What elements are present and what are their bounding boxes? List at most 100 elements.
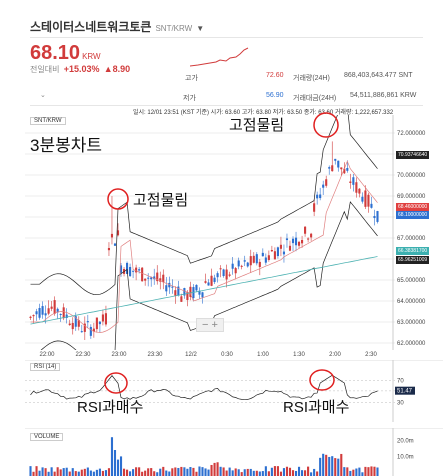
time-tick-label: 2:30 [365, 352, 377, 358]
annotation-3min-chart: 3분봉차트 [30, 136, 103, 155]
candle-body [319, 194, 322, 199]
candle-body [38, 307, 41, 318]
candle-body [95, 317, 98, 330]
candle-body [186, 292, 189, 301]
price-tick-label: 62.000000 [397, 341, 426, 347]
candle-body [98, 321, 101, 325]
volume-bar [337, 458, 340, 476]
volume-bar [346, 467, 349, 476]
volume-bar [153, 471, 156, 476]
volume-bar [41, 467, 44, 476]
candle-body [210, 275, 213, 286]
candle-body [310, 233, 313, 238]
volume-bar [80, 469, 83, 476]
volume-bar [186, 468, 189, 476]
high-label: 고가 [185, 75, 198, 82]
candle-body [282, 251, 286, 255]
candle-body [62, 307, 65, 319]
candle-body [44, 313, 47, 316]
candle-body [171, 286, 174, 288]
volume-label: 거래량(24H) [293, 75, 330, 82]
candle-body [358, 188, 361, 194]
volume-bar [246, 468, 249, 476]
volume-bar [222, 467, 225, 476]
ticker-title[interactable]: 스테이터스네트워크토큰 SNT/KRW ▼ [30, 18, 204, 35]
volume-bar [373, 466, 376, 476]
candle-body [267, 255, 270, 260]
volume-bar [74, 471, 77, 476]
volume-bar [313, 468, 316, 476]
candle-body [129, 266, 132, 277]
candle-body [340, 167, 343, 170]
candle-body [59, 314, 62, 316]
volume-bar [110, 437, 114, 476]
volume-bar [183, 467, 186, 476]
candle-body [225, 269, 228, 280]
time-tick-label: 12/2 [185, 352, 197, 358]
candle-body [328, 167, 331, 169]
volume-bar [240, 472, 243, 476]
candle-body [29, 316, 32, 318]
candle-body [153, 276, 156, 280]
candle-body [222, 269, 225, 277]
candle-body [135, 267, 138, 273]
chevron-down-icon[interactable]: ⌄ [40, 92, 46, 99]
candle-body [261, 252, 264, 257]
high-value: 72.60 [266, 72, 284, 79]
volume-bar [216, 462, 219, 476]
candle-body [285, 238, 289, 241]
ma-teal [30, 256, 378, 325]
chevron-down-icon[interactable]: ▼ [196, 24, 205, 33]
volume-bar [267, 471, 270, 476]
candle-body [77, 320, 80, 327]
volume-bar [174, 467, 177, 476]
volume-bar [177, 467, 180, 476]
candle-body [264, 257, 267, 263]
price-tag: 68.10000000 [396, 210, 430, 219]
volume-bar [367, 467, 370, 476]
candle-body [297, 241, 301, 246]
volume-bar [207, 469, 210, 476]
symbol-label: SNT/KRW [30, 117, 66, 125]
volume-bar [258, 471, 261, 476]
candle-body [270, 249, 273, 252]
rsi-tick-label: 70 [397, 379, 404, 385]
candle-body [156, 272, 159, 282]
candle-body [162, 274, 165, 283]
price-tick-label: 67.000000 [397, 236, 426, 242]
volume-bar [370, 466, 373, 476]
volume-bar [83, 468, 86, 476]
candle-body [361, 196, 364, 202]
price-tick-label: 72.000000 [397, 131, 426, 137]
candle-body [198, 290, 201, 295]
candle-body [138, 269, 141, 271]
candle-body [304, 226, 307, 234]
time-tick-label: 1:00 [257, 352, 269, 358]
candle-body [219, 268, 222, 270]
candle-body [313, 203, 316, 212]
candle-body [301, 239, 304, 244]
volume-bar [135, 467, 138, 476]
candle-body [258, 261, 261, 267]
annotation-rsi-2: RSI과매수 [283, 399, 350, 416]
candle-body [240, 265, 243, 267]
candle-body [119, 265, 123, 273]
volume-chart[interactable]: 20.0m 10.0m [25, 428, 443, 476]
candle-body [349, 181, 352, 183]
chart-divider [30, 105, 423, 106]
volume-bar [71, 468, 74, 476]
candle-body [331, 165, 334, 172]
candle-body [237, 260, 240, 267]
volume-bar [325, 454, 328, 476]
volume-bar [50, 467, 53, 476]
volume-bar [107, 468, 111, 476]
zoom-out-button[interactable]: − [202, 319, 209, 331]
volume-bar [92, 471, 95, 476]
volume-bar [192, 467, 195, 476]
zoom-controls[interactable]: − + [196, 318, 224, 332]
volume-bar [361, 472, 364, 476]
price-chart[interactable]: 72.00000071.00000070.00000069.00000068.0… [25, 115, 443, 350]
zoom-in-button[interactable]: + [211, 319, 218, 331]
rsi-label: RSI (14) [30, 363, 61, 371]
candle-body [231, 263, 234, 269]
